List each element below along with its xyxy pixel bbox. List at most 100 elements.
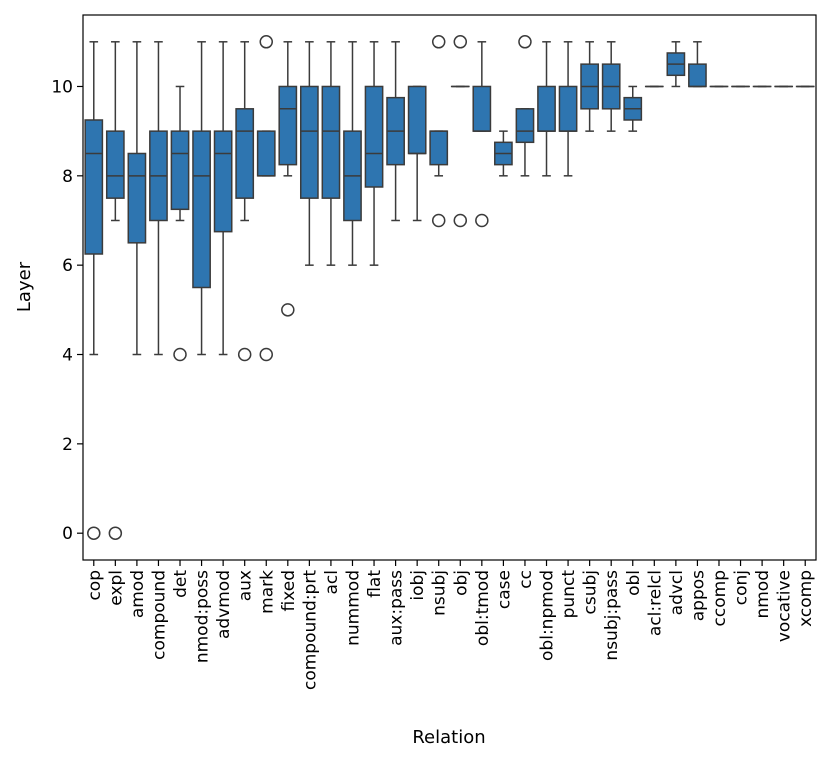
outlier-point [453,35,468,49]
box-cop [84,41,104,540]
y-tick-label: 8 [62,167,73,187]
x-tick-label: acl:relcl [645,570,665,636]
box-flat [364,41,384,266]
outlier-point [518,35,532,49]
y-axis: 0 2 4 6 8 10 [51,77,83,544]
y-tick-label: 4 [62,346,73,366]
box-iqr [364,85,384,188]
box-advcl [666,41,686,88]
box-iqr [558,85,578,132]
x-tick-label: ccomp [710,570,730,626]
outlier-point [475,213,489,228]
outlier-point [431,213,446,228]
box-obl-tmod [472,41,492,228]
x-tick-label: nmod [753,570,773,619]
box-iqr [84,119,104,255]
y-tick-label: 2 [62,435,73,455]
box-iqr [299,85,319,199]
x-tick-label: nsubj:pass [602,570,622,661]
box-aux-pass [386,41,405,222]
x-tick-label: expl [106,570,126,606]
box-advmod [213,41,233,356]
box-amod [127,41,147,356]
box-det [170,85,190,362]
x-tick-label: fixed [279,570,299,612]
box-nsubj-pass [601,41,621,132]
y-tick-label: 0 [62,524,73,544]
box-iqr [688,63,707,88]
x-tick-label: compound:prt [300,570,320,690]
box-case [494,130,513,177]
box-mark [256,35,276,362]
x-tick-label: advcl [667,570,687,615]
x-tick-label: csubj [581,570,601,615]
box-nsubj [429,35,449,228]
x-tick-label: iobj [408,570,428,601]
x-tick-label: cc [516,570,536,589]
box-punct [558,41,578,177]
box-iqr [537,85,556,132]
box-iqr [170,130,190,211]
box-iqr [278,85,298,166]
x-tick-label: amod [128,570,148,618]
x-axis-title: Relation [412,727,485,748]
box-iqr [105,130,125,199]
x-tick-label: obl [624,570,644,596]
x-tick-label: mark [257,570,277,614]
box-iobj [407,85,427,222]
x-tick-label: cop [85,570,105,601]
x-tick-label: nsubj [430,570,450,616]
box-nummod [343,41,362,266]
outlier-point [259,35,273,49]
x-tick-label: xcomp [796,570,816,627]
x-tick-label: aux:pass [387,570,407,646]
y-axis-title: Layer [14,261,35,312]
x-tick-label: obl:tmod [473,570,493,646]
outlier-point [108,526,123,540]
y-tick-label: 10 [51,77,73,97]
box-iqr [429,130,449,166]
box-series [84,35,815,540]
outlier-point [281,303,295,317]
x-tick-label: nummod [343,570,363,646]
box-iqr [472,85,492,132]
y-tick-label: 6 [62,256,73,276]
outlier-point [259,347,273,362]
box-iqr [256,130,276,177]
x-tick-label: appos [688,570,708,621]
box-nmod-poss [192,41,211,356]
x-tick-label: vocative [775,570,795,642]
x-tick-label: advmod [214,570,234,639]
box-compound-prt [299,41,319,266]
x-tick-label: conj [732,570,752,605]
box-obl [623,85,643,132]
x-tick-label: obl:npmod [538,570,558,661]
box-iqr [407,85,427,155]
box-iqr [235,108,255,199]
box-iqr [213,130,233,233]
outlier-point [237,347,252,362]
x-tick-label: compound [149,570,169,660]
x-tick-label: punct [559,570,579,619]
box-obl-npmod [537,41,556,177]
box-expl [105,41,125,540]
box-csubj [580,41,600,132]
x-tick-label: obj [451,570,471,596]
box-fixed [278,41,298,317]
box-iqr [515,108,535,144]
box-acl [321,41,341,266]
x-tick-label: flat [365,570,385,598]
x-axis: cop expl amod compound det nmod:poss advmod aux… [85,560,816,690]
box-obj [450,35,470,228]
x-tick-label: case [494,570,514,609]
box-appos [688,41,707,88]
box-aux [235,41,255,362]
box-iqr [321,85,341,199]
outlier-point [431,35,446,49]
x-tick-label: aux [236,570,256,601]
box-cc [515,35,535,177]
box-iqr [192,130,211,289]
box-compound [149,41,168,356]
x-tick-label: det [171,570,191,598]
